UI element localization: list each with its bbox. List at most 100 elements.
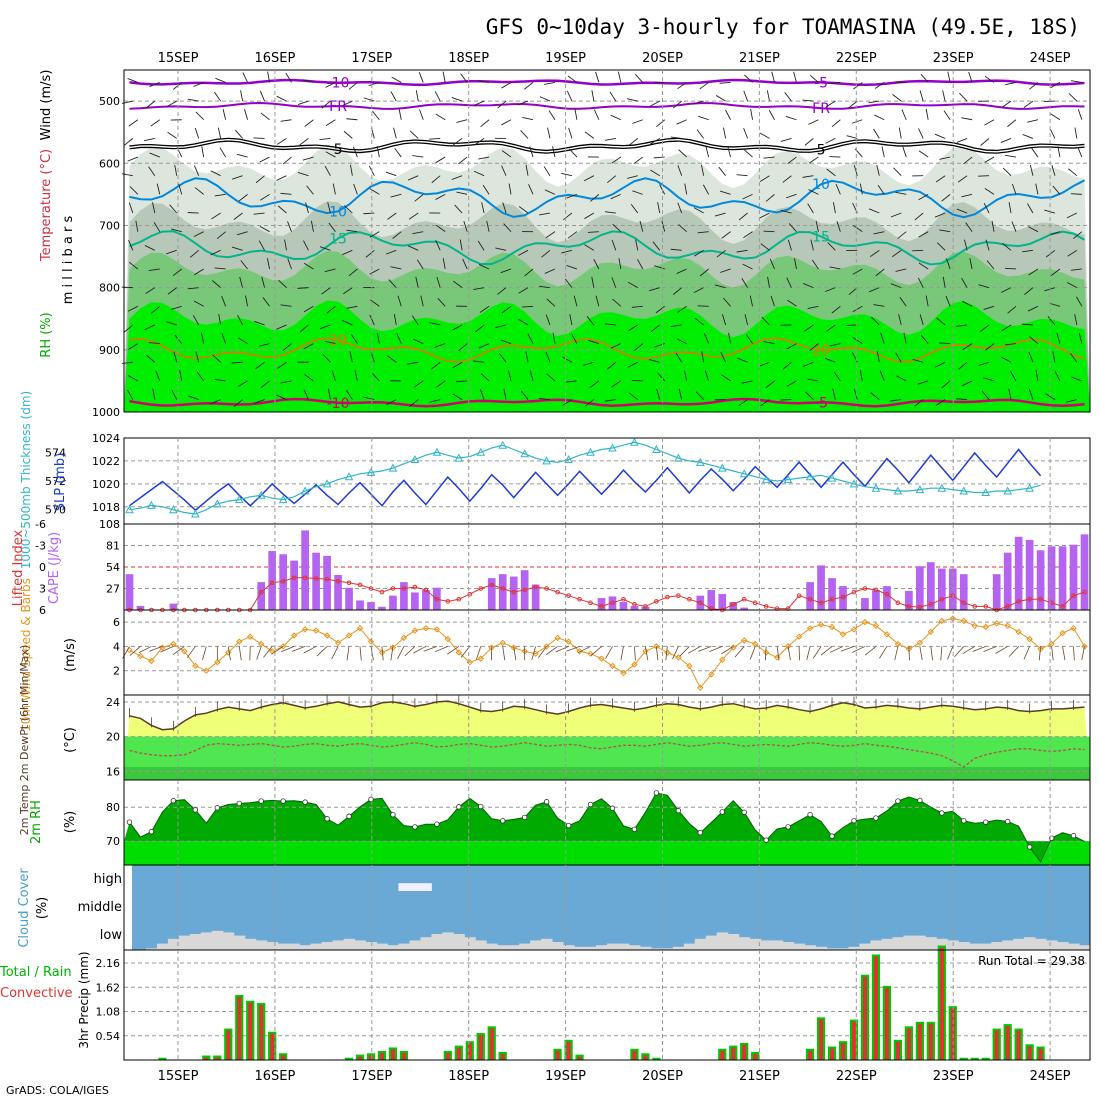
- wind-barb: [637, 259, 644, 270]
- wind10m-barb: [446, 646, 460, 655]
- wind-barb: [304, 374, 314, 382]
- cape-bar: [279, 554, 288, 610]
- wind-barb: [538, 398, 551, 401]
- cloud-low-bar: [617, 943, 630, 950]
- wind10m-point: [565, 638, 572, 645]
- wind-barb: [810, 239, 814, 251]
- wind-barb: [413, 380, 424, 388]
- precip-conv-bar: [808, 1050, 813, 1060]
- wind-barb: [325, 151, 336, 158]
- cloud-low-bar: [628, 945, 641, 950]
- cape-bar: [378, 606, 386, 610]
- credit-label: GrADS: COLA/IGES: [6, 1084, 109, 1097]
- wind-barb: [1028, 389, 1034, 400]
- wind-barb: [736, 249, 748, 253]
- wind-barb: [415, 276, 419, 288]
- wind10m-point: [1015, 628, 1022, 636]
- wind-barb: [914, 212, 924, 221]
- wind10m-point: [927, 628, 935, 636]
- rh2m-point: [961, 818, 967, 824]
- wind-barb: [719, 81, 731, 84]
- wind-barb: [826, 168, 836, 177]
- wind-barb: [390, 193, 402, 198]
- thickness-point: [717, 463, 727, 472]
- cape-bar: [1047, 546, 1056, 610]
- wind-barb: [259, 90, 265, 102]
- wind-barb: [507, 370, 512, 382]
- wind10m-barb: [186, 646, 196, 659]
- wind-barb: [875, 268, 885, 277]
- wind-barb: [705, 146, 710, 158]
- wind-barb: [260, 380, 270, 389]
- wind-barb: [1067, 249, 1078, 257]
- wind-barb: [277, 138, 287, 145]
- rh2m-point: [543, 799, 550, 805]
- precip-conv-bar: [270, 1033, 275, 1060]
- wind-barb: [567, 231, 578, 239]
- thickness-point: [981, 487, 991, 496]
- wind-barb: [231, 361, 243, 364]
- wind-barb: [303, 343, 314, 350]
- wind-barb: [482, 184, 490, 195]
- wind-barb: [194, 165, 200, 176]
- wind-barb: [639, 220, 644, 232]
- wind-barb: [1028, 268, 1039, 276]
- wind10m-point: [828, 623, 836, 631]
- wind-barb: [958, 361, 968, 370]
- wind-barb: [627, 175, 638, 179]
- rh2m-point: [763, 837, 769, 843]
- rh2m-point: [148, 828, 155, 835]
- wind-barb: [544, 189, 556, 195]
- wind-barb: [1077, 146, 1083, 158]
- wind-barb: [696, 129, 704, 139]
- wind-barb: [701, 164, 705, 176]
- cloud-low-bar: [541, 938, 553, 950]
- wind-barb: [607, 361, 617, 370]
- wind-barb: [618, 258, 622, 270]
- wind-barb: [150, 119, 161, 127]
- wind-barb: [412, 155, 424, 158]
- wind-barb: [152, 202, 156, 214]
- rh2m-point: [302, 799, 308, 805]
- wind-barb: [167, 287, 178, 295]
- wind10m-point: [697, 684, 704, 691]
- cloud-low-bar: [1046, 940, 1058, 950]
- wind-barb: [873, 128, 880, 139]
- wind-barb: [166, 321, 177, 326]
- wind10m-point: [367, 638, 375, 645]
- wind-barb: [370, 299, 380, 307]
- wind-barb: [595, 71, 600, 83]
- wind-barb: [956, 398, 968, 401]
- wind-barb: [454, 204, 463, 214]
- wind10m-point: [850, 626, 858, 633]
- wind-barb: [388, 279, 397, 288]
- wind-barb: [836, 221, 841, 232]
- cape-tick-label: 27: [106, 583, 120, 596]
- wind-barb: [763, 341, 775, 345]
- wind-barb: [808, 119, 819, 125]
- wind-barb: [946, 258, 951, 270]
- wind-barb: [881, 146, 885, 158]
- precip-conv-bar: [478, 1035, 483, 1060]
- wind-barb: [266, 258, 270, 270]
- thickness-point: [300, 486, 310, 495]
- wind-barb: [216, 231, 226, 240]
- wind10m-point: [938, 617, 946, 625]
- wind-barb: [429, 137, 441, 140]
- wind-barb: [500, 339, 512, 345]
- wind-barb: [442, 71, 446, 83]
- wind-barb: [543, 166, 551, 176]
- wind-barb: [859, 370, 863, 381]
- wind10m-point: [214, 658, 221, 666]
- wind-barb: [831, 119, 841, 128]
- wind-barb: [1071, 376, 1083, 382]
- wind-barb: [874, 82, 885, 89]
- wind-barb: [941, 380, 951, 389]
- wind-barb: [1028, 351, 1034, 363]
- li-point: [588, 600, 593, 606]
- wind-barb: [941, 194, 951, 202]
- rh2m-point: [412, 824, 418, 830]
- wind-barb: [899, 297, 907, 307]
- wind-barb: [151, 305, 161, 314]
